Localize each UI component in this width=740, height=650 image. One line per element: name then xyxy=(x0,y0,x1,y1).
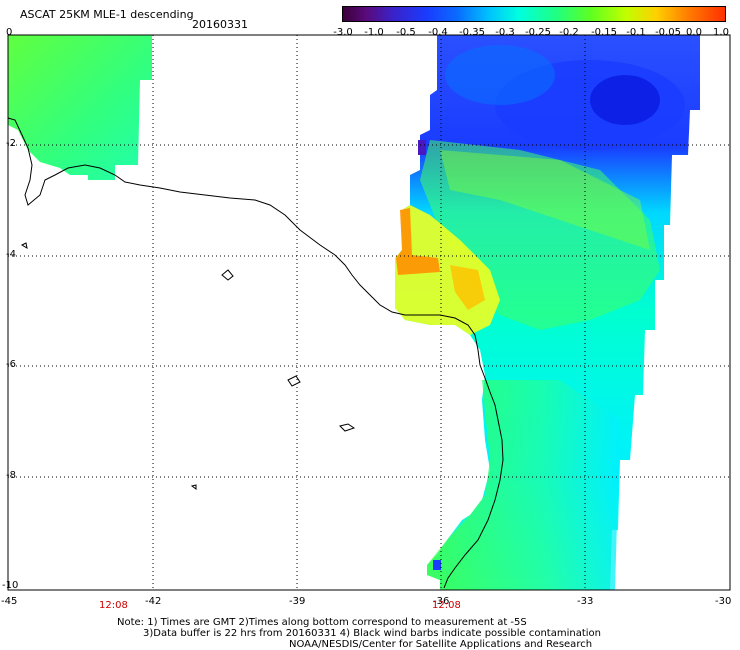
colorbar-tick: -0.4 xyxy=(428,27,448,38)
swath-south xyxy=(427,380,620,590)
swath-northwest xyxy=(8,35,152,180)
lon-label: -42 xyxy=(145,596,162,607)
lat-label: -4 xyxy=(6,249,16,260)
island xyxy=(20,242,28,250)
island xyxy=(339,423,356,432)
colorbar-tick: 0.0 xyxy=(686,27,702,38)
colorbar-tick: -0.15 xyxy=(591,27,617,38)
lat-label: -6 xyxy=(6,359,16,370)
colorbar-tick: -3.0 xyxy=(333,27,353,38)
lat-label: -2 xyxy=(6,138,16,149)
colorbar-tick: -0.05 xyxy=(655,27,681,38)
grid-lines xyxy=(8,35,730,590)
lon-label: -30 xyxy=(715,596,732,607)
lon-label: -39 xyxy=(289,596,306,607)
colorbar-tick: -0.3 xyxy=(495,27,515,38)
pass-time: 12:08 xyxy=(99,600,128,611)
map-date: 20160331 xyxy=(192,18,248,31)
pass-time: 12:08 xyxy=(432,600,461,611)
lat-label: -8 xyxy=(6,470,16,481)
island xyxy=(287,375,301,387)
lon-label: -36 xyxy=(433,596,450,607)
colorbar-tick: 1.0 xyxy=(713,27,729,38)
map-title: ASCAT 25KM MLE-1 descending xyxy=(20,8,194,21)
colorbar-tick: -0.2 xyxy=(559,27,579,38)
colorbar-tick: -0.5 xyxy=(396,27,416,38)
note-line: 3)Data buffer is 22 hrs from 20160331 4)… xyxy=(143,628,601,639)
colorbar xyxy=(342,6,726,22)
coastline xyxy=(7,117,504,589)
colorbar-tick: -0.25 xyxy=(525,27,551,38)
island xyxy=(190,484,197,490)
colorbar-tick: -0.35 xyxy=(459,27,485,38)
lon-label: -45 xyxy=(1,596,18,607)
map-frame xyxy=(7,34,731,591)
lon-label: -33 xyxy=(577,596,594,607)
colorbar-tick: -1.0 xyxy=(364,27,384,38)
lat-label: -10 xyxy=(2,580,19,591)
colorbar-tick: -0.1 xyxy=(626,27,646,38)
island xyxy=(221,269,234,281)
orange-patch xyxy=(396,208,440,275)
note-line: NOAA/NESDIS/Center for Satellite Applica… xyxy=(289,639,593,650)
lat-label: 0 xyxy=(6,27,13,38)
note-line: Note: 1) Times are GMT 2)Times along bot… xyxy=(117,617,527,628)
